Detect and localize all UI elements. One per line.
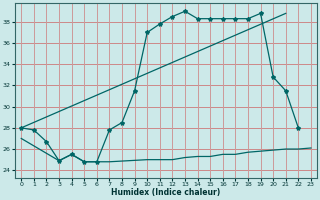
X-axis label: Humidex (Indice chaleur): Humidex (Indice chaleur) xyxy=(111,188,221,197)
